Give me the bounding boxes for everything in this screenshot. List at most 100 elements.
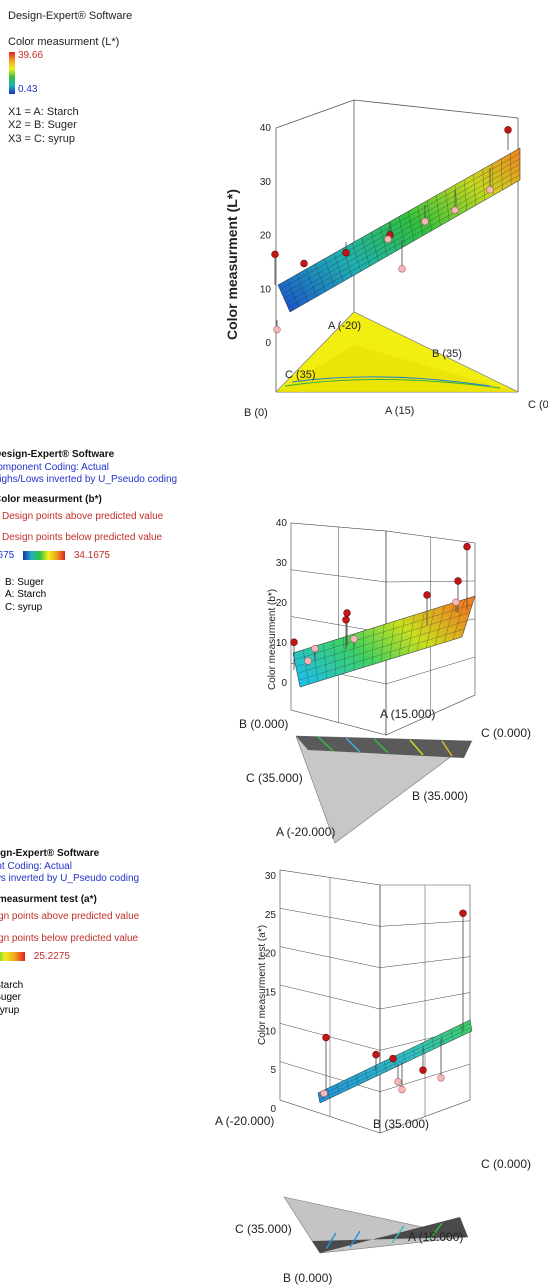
z-tick-label: 10 — [265, 1026, 277, 1037]
legend-L: Design-Expert® Software Color measurment… — [8, 10, 132, 147]
design-point-below — [421, 217, 429, 226]
plot-grid — [279, 869, 471, 1134]
design-points — [320, 909, 467, 1099]
factor-3: C: syrup — [5, 601, 43, 613]
base-strip — [296, 736, 472, 758]
above-label: Design points above predicted value — [2, 511, 164, 522]
vertex-label-A-high: A (15.000) — [408, 1230, 463, 1244]
chart-panel-b: Design-Expert® Software Component Coding… — [0, 425, 548, 845]
design-point-below — [451, 206, 459, 214]
software-title: Design-Expert® Software — [0, 449, 115, 460]
z-tick-label: 10 — [276, 638, 288, 649]
color-scale-bar — [9, 51, 15, 94]
color-scale-bar — [0, 951, 25, 961]
vertex-label-A-low: A (-20.000) — [276, 825, 335, 839]
design-point-below — [398, 1085, 406, 1094]
design-point-below — [304, 657, 312, 665]
surface-mesh — [292, 595, 476, 688]
vertex-label-B-high: B (35.000) — [412, 789, 468, 803]
surface-plot-b: 0 10 20 30 40 Color measurment (b*) B (0.000… — [239, 518, 531, 844]
coding-note: Component Coding: Actual — [0, 461, 109, 473]
design-point-below — [273, 325, 281, 334]
z-tick-label: 15 — [265, 988, 277, 999]
design-point-above — [389, 1054, 397, 1063]
color-scale-bar — [23, 550, 66, 560]
base-contours — [317, 736, 453, 757]
design-point-below — [398, 265, 406, 273]
z-tick-label: 10 — [260, 284, 272, 295]
base-triangle — [283, 1196, 469, 1254]
base-contours — [284, 376, 501, 389]
base-contours — [325, 1222, 443, 1250]
vertex-label-C-low: C (0.000) — [481, 726, 531, 740]
design-point-above — [419, 1066, 427, 1074]
vertex-label-C-high: C (35.000) — [246, 771, 303, 785]
z-tick-label: 20 — [276, 598, 288, 609]
legend-b: Design-Expert® Software Component Coding… — [0, 449, 177, 614]
design-point-below — [350, 635, 358, 643]
factor-x3: X3 = C: syrup — [8, 133, 75, 145]
scale-min-value: 1675 — [0, 550, 15, 561]
z-tick-label: 0 — [270, 1104, 276, 1115]
design-point-above — [504, 126, 512, 134]
scale-min-value: 0.43 — [18, 83, 38, 95]
design-point-above — [459, 909, 467, 917]
z-axis-ticks: 0 5 10 15 20 25 30 — [265, 871, 277, 1115]
z-tick-label: 40 — [260, 123, 272, 134]
y-axis-label: Color measurment (L*) — [224, 189, 240, 340]
response-label: Color measurment (b*) — [0, 493, 102, 505]
legend-a: Design-Expert® Software Component Coding… — [0, 848, 139, 1017]
pseudo-note: Highs/Lows inverted by U_Pseudo coding — [0, 474, 178, 485]
z-tick-label: 20 — [260, 231, 272, 242]
design-point-above — [463, 542, 471, 551]
vertex-label-B-low: B (0) — [244, 407, 268, 419]
factor-2: A: Starch — [5, 589, 47, 600]
vertex-label-C-low: C (0.000) — [481, 1157, 531, 1171]
z-axis-ticks: 0 10 20 30 40 — [276, 518, 288, 689]
design-point-above — [290, 638, 298, 646]
design-point-above — [342, 616, 350, 624]
design-point-below — [486, 186, 494, 194]
design-points — [290, 542, 471, 670]
z-tick-label: 30 — [276, 558, 288, 569]
z-tick-label: 0 — [281, 678, 287, 689]
factor-2: B: Suger — [0, 992, 21, 1003]
vertex-label-A-high: A (15) — [385, 405, 414, 417]
design-point-below — [437, 1074, 445, 1082]
design-point-below — [452, 598, 460, 606]
chart-panel-a: Design-Expert® Software Component Coding… — [0, 845, 548, 1287]
y-axis-label: Color measurment (b*) — [267, 589, 278, 690]
response-surface — [277, 147, 521, 313]
vertex-label-A-low: A (-20.000) — [215, 1114, 274, 1128]
design-point-above — [423, 591, 431, 599]
vertex-label-B-low: B (0.000) — [283, 1271, 332, 1285]
y-axis-label: Color measurment test (a*) — [257, 925, 268, 1045]
scale-max-value: 25.2275 — [33, 951, 70, 962]
vertex-label-C-high: C (35.000) — [235, 1222, 292, 1236]
design-point-above — [342, 249, 350, 257]
design-point-above — [372, 1050, 380, 1059]
z-tick-label: 25 — [265, 910, 277, 921]
base-strip — [312, 1217, 468, 1253]
vertex-label-B-high: B (35) — [432, 348, 462, 360]
factor-1: B: Suger — [5, 576, 44, 588]
below-label: Design points below predicted value — [0, 932, 139, 944]
z-tick-label: 30 — [260, 177, 272, 188]
above-label: Design points above predicted value — [0, 911, 140, 922]
below-label: Design points below predicted value — [2, 531, 163, 543]
vertex-label-B-high: B (35.000) — [373, 1117, 429, 1131]
z-tick-label: 40 — [276, 518, 288, 529]
response-label: Color measurment test (a*) — [0, 893, 97, 905]
z-tick-label: 30 — [265, 871, 277, 882]
z-tick-label: 5 — [270, 1065, 276, 1076]
pseudo-note: Highs/Lows inverted by U_Pseudo coding — [0, 873, 140, 884]
design-point-below — [394, 1078, 402, 1086]
scale-max-value: 39.66 — [18, 49, 44, 61]
design-points — [271, 126, 512, 334]
design-point-above — [271, 250, 279, 259]
factor-x2: X2 = B: Suger — [8, 119, 77, 132]
vertex-label-A-high: A (15.000) — [380, 707, 435, 721]
z-axis-ticks: 0 10 20 30 40 — [260, 123, 272, 349]
design-point-below — [384, 235, 392, 243]
